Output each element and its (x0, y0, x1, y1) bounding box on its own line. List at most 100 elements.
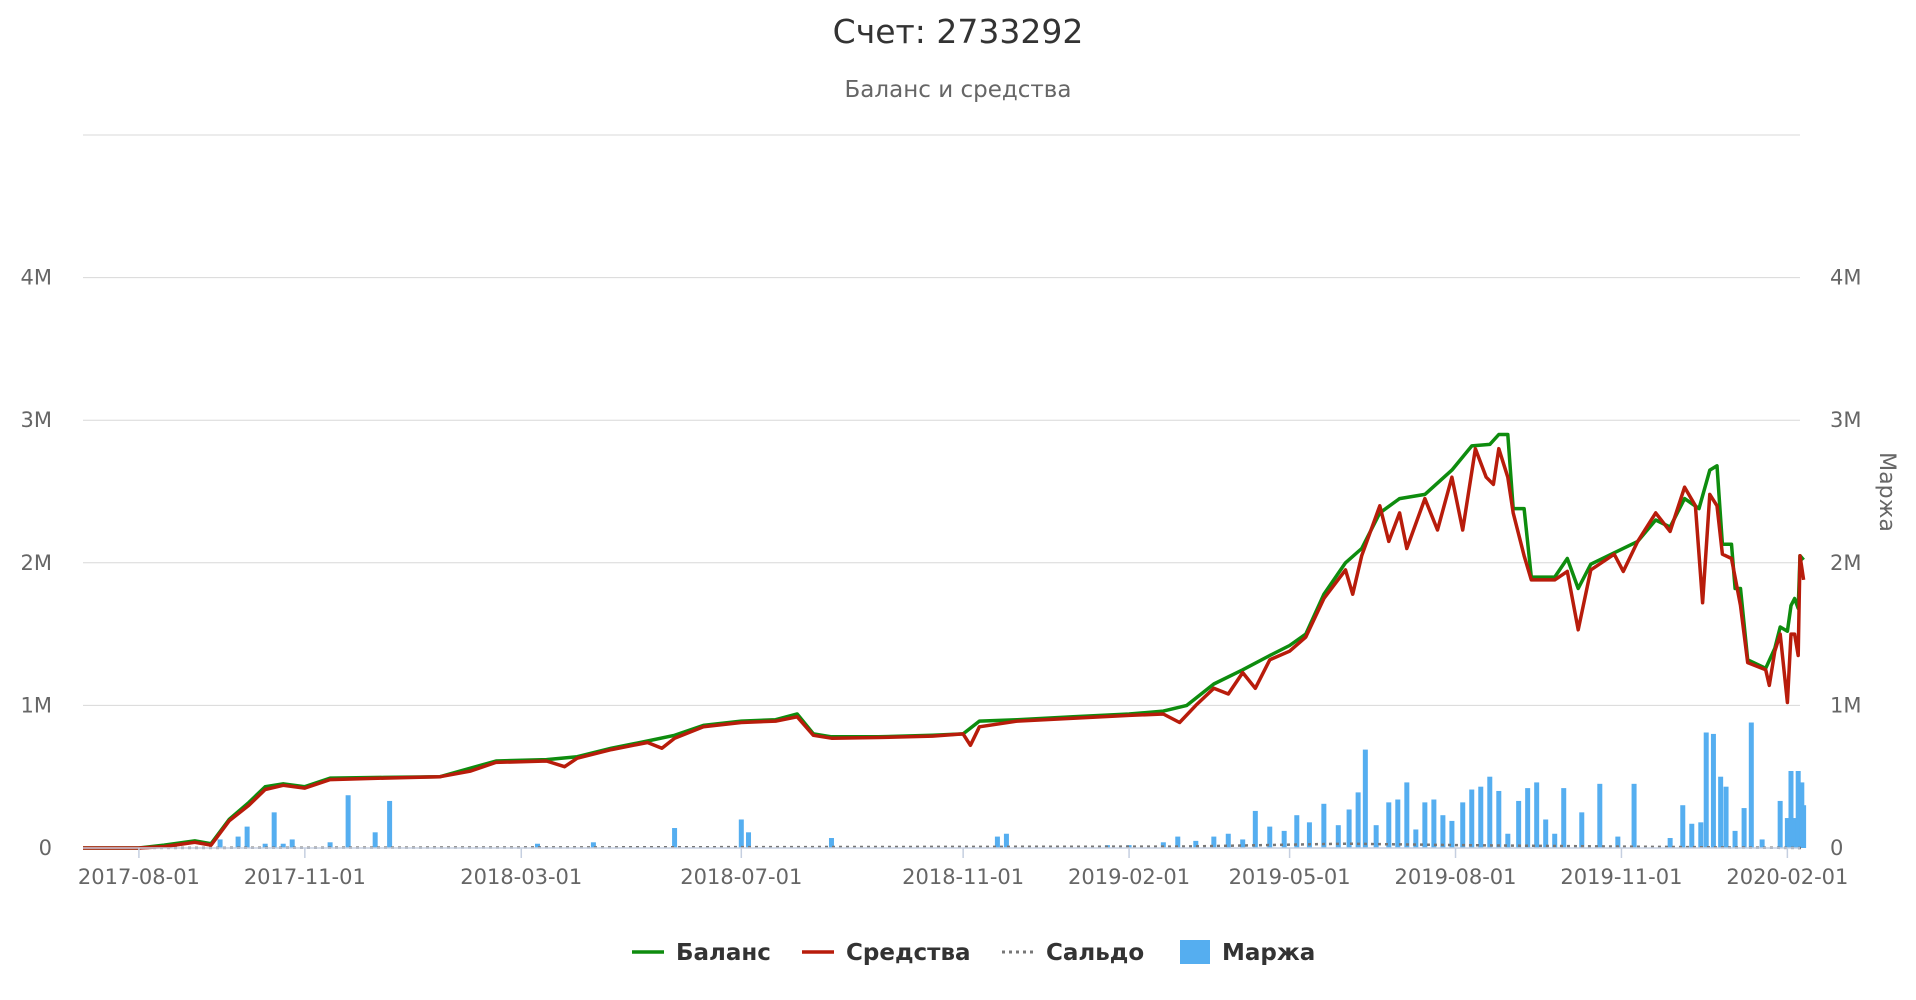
margin-bar[interactable] (1552, 833, 1558, 848)
margin-bar[interactable] (1703, 732, 1709, 848)
legend-item[interactable]: Маржа (1180, 940, 1315, 966)
margin-bar[interactable] (1321, 803, 1327, 848)
margin-bar[interactable] (1698, 822, 1704, 848)
margin-bar[interactable] (1346, 809, 1352, 848)
series-line[interactable] (83, 432, 1805, 850)
legend[interactable]: Баланс Средства Сальдо Маржа (632, 940, 1315, 966)
margin-bar[interactable] (1460, 802, 1466, 848)
margin-bar[interactable] (1784, 818, 1790, 848)
margin-bar[interactable] (1294, 815, 1300, 848)
margin-bar[interactable] (1525, 788, 1531, 848)
margin-bar[interactable] (1478, 786, 1484, 848)
margin-bar[interactable] (1126, 845, 1132, 848)
x-tick-label: 2017-08-01 (78, 865, 200, 889)
margin-bar[interactable] (1561, 788, 1567, 848)
margin-bar[interactable] (1440, 815, 1446, 848)
margin-bar[interactable] (1741, 808, 1747, 848)
margin-bar[interactable] (1386, 802, 1392, 848)
legend-item[interactable]: Баланс (632, 940, 771, 966)
margin-bar[interactable] (1487, 776, 1493, 848)
margin-bar[interactable] (1680, 805, 1686, 848)
series-line[interactable] (82, 842, 1804, 850)
margin-bar[interactable] (1413, 829, 1419, 848)
margin-bar[interactable] (345, 795, 351, 848)
margin-bar[interactable] (262, 843, 268, 848)
margin-bar[interactable] (1689, 823, 1695, 848)
margin-bar[interactable] (280, 843, 286, 848)
margin-bar[interactable] (994, 836, 1000, 848)
legend-item[interactable]: Сальдо (1002, 940, 1144, 966)
margin-bar[interactable] (1225, 833, 1231, 848)
x-tick-label: 2018-11-01 (902, 865, 1024, 889)
margin-bar[interactable] (1193, 840, 1199, 848)
margin-bar[interactable] (1710, 733, 1716, 848)
margin-bar[interactable] (746, 832, 752, 848)
margin-bar[interactable] (1431, 799, 1437, 848)
margin-bar[interactable] (1777, 800, 1783, 848)
margin-bar[interactable] (1579, 812, 1585, 848)
margin-bar[interactable] (1362, 749, 1368, 848)
margin-bar[interactable] (289, 839, 295, 848)
margin-bar[interactable] (1543, 819, 1549, 848)
margin-bar[interactable] (1003, 833, 1009, 848)
margin-bar[interactable] (1373, 825, 1379, 848)
margin-bar[interactable] (1788, 770, 1794, 848)
y-tick-label-right: 0 (1830, 836, 1843, 860)
legend-label: Средства (846, 940, 971, 966)
margin-bar[interactable] (1395, 799, 1401, 848)
margin-bar[interactable] (1795, 770, 1801, 848)
margin-bar[interactable] (1160, 842, 1166, 848)
margin-bar[interactable] (1516, 800, 1522, 848)
x-tick-label: 2017-11-01 (244, 865, 366, 889)
y-tick-label-left: 0 (39, 836, 52, 860)
margin-bar[interactable] (1667, 838, 1673, 848)
margin-bar[interactable] (1240, 839, 1246, 848)
margin-bar[interactable] (235, 836, 241, 848)
margin-bar[interactable] (1355, 792, 1361, 848)
margin-bar[interactable] (1723, 786, 1729, 848)
margin-bar[interactable] (535, 843, 540, 848)
margin-bar[interactable] (372, 832, 378, 848)
x-tick-label: 2020-02-01 (1726, 865, 1848, 889)
margin-bar[interactable] (672, 828, 678, 848)
margin-bar[interactable] (1748, 722, 1754, 848)
x-tick-label: 2019-05-01 (1229, 865, 1351, 889)
margin-bar[interactable] (1335, 825, 1341, 848)
margin-bar[interactable] (1792, 818, 1798, 848)
margin-bar[interactable] (828, 838, 834, 848)
margin-bar[interactable] (1449, 820, 1455, 848)
margin-bar[interactable] (387, 800, 393, 848)
margin-bar[interactable] (1534, 782, 1540, 848)
margin-bar[interactable] (1211, 836, 1217, 848)
margin-bar[interactable] (1496, 790, 1502, 848)
margin-bar[interactable] (1306, 822, 1312, 848)
margin-bar[interactable] (738, 819, 744, 848)
legend-symbol (1180, 940, 1210, 964)
margin-bar[interactable] (1597, 783, 1603, 848)
margin-bar[interactable] (1175, 836, 1181, 848)
margin-bar[interactable] (1615, 836, 1621, 848)
margin-bar[interactable] (1732, 830, 1738, 848)
margin-bar[interactable] (1759, 839, 1765, 848)
margin-bar[interactable] (271, 812, 277, 848)
margin-bar[interactable] (1422, 802, 1428, 848)
margin-bar[interactable] (1404, 782, 1410, 848)
margin-bar[interactable] (590, 842, 596, 848)
margin-bar[interactable] (1252, 810, 1258, 848)
margin-bar[interactable] (217, 839, 223, 848)
margin-bar[interactable] (327, 842, 333, 848)
margin-bar[interactable] (1801, 805, 1807, 848)
series-line[interactable] (83, 446, 1806, 850)
margin-bar[interactable] (1267, 826, 1273, 848)
legend-label: Баланс (676, 940, 771, 966)
margin-bar[interactable] (1469, 789, 1475, 848)
margin-bar[interactable] (1631, 783, 1637, 848)
legend-item[interactable]: Средства (802, 940, 971, 966)
legend-label: Сальдо (1046, 940, 1144, 966)
margin-bar[interactable] (1718, 776, 1724, 848)
margin-bars (217, 722, 1807, 848)
margin-bar[interactable] (1505, 833, 1511, 848)
margin-bar[interactable] (1281, 830, 1287, 848)
margin-bar[interactable] (244, 826, 250, 848)
